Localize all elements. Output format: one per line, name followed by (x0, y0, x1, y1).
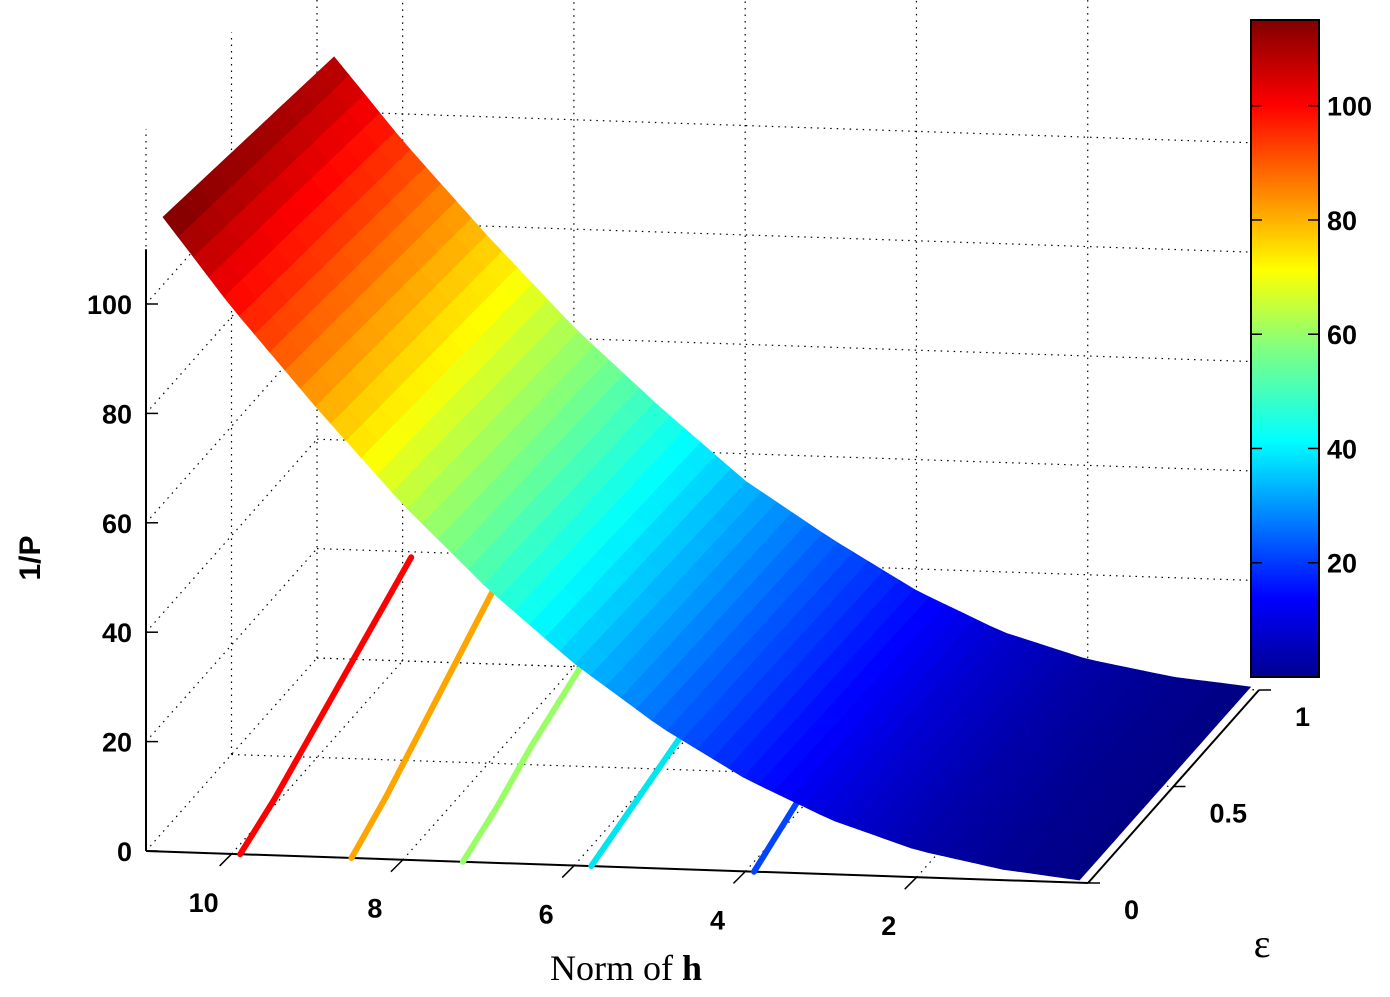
colorbar-tick-label: 40 (1327, 434, 1357, 464)
grid-line (145, 657, 318, 852)
y-tick-label: 0 (1124, 895, 1139, 925)
x-tick-label: 4 (710, 905, 725, 935)
x-axis-label: Norm of h (550, 948, 702, 988)
y-tick-label: 0.5 (1210, 799, 1248, 829)
grid-line (316, 110, 1260, 144)
z-tick-label: 60 (102, 509, 132, 539)
surface-patch (1063, 858, 1098, 881)
z-tick-label: 40 (102, 618, 132, 648)
colorbar-tick-label: 80 (1327, 206, 1357, 236)
x-tick (561, 865, 575, 879)
surface (162, 56, 1252, 881)
colorbar-ticks: 20 40 60 80 100 (1251, 92, 1372, 579)
z-tick-label: 20 (102, 728, 132, 758)
x-axis-line (145, 850, 1089, 884)
x-tick (904, 876, 918, 890)
projection-curve (237, 554, 415, 858)
x-tick-label: 2 (881, 911, 896, 941)
colorbar-tick-label: 60 (1327, 320, 1357, 350)
colorbar: 20 40 60 80 100 (1250, 19, 1372, 678)
colorbar-gradient (1250, 19, 1320, 678)
z-tick-label: 0 (117, 837, 132, 867)
x-axis-label-bold: h (682, 948, 702, 988)
x-tick-label: 6 (539, 900, 554, 930)
x-tick-label: 8 (367, 894, 382, 924)
y-axis-label: ε (1254, 921, 1271, 966)
grid-line (231, 753, 1174, 788)
y-tick-label: 1 (1295, 702, 1310, 732)
grid-line (402, 666, 575, 861)
z-axis-label: 1/P (14, 535, 47, 580)
grid-line (316, 657, 1260, 691)
grid-line (145, 548, 318, 742)
colorbar-tick-label: 100 (1327, 92, 1372, 122)
x-tick (390, 859, 404, 873)
x-tick (219, 853, 233, 867)
grid-line (145, 438, 318, 633)
colorbar-tick-label: 20 (1327, 549, 1357, 579)
grid-line (231, 660, 404, 855)
z-tick-label: 100 (87, 290, 132, 320)
x-tick (732, 870, 746, 884)
z-tick-label: 80 (102, 399, 132, 429)
x-tick-label: 10 (189, 888, 219, 918)
x-axis-label-prefix: Norm of (550, 948, 682, 988)
